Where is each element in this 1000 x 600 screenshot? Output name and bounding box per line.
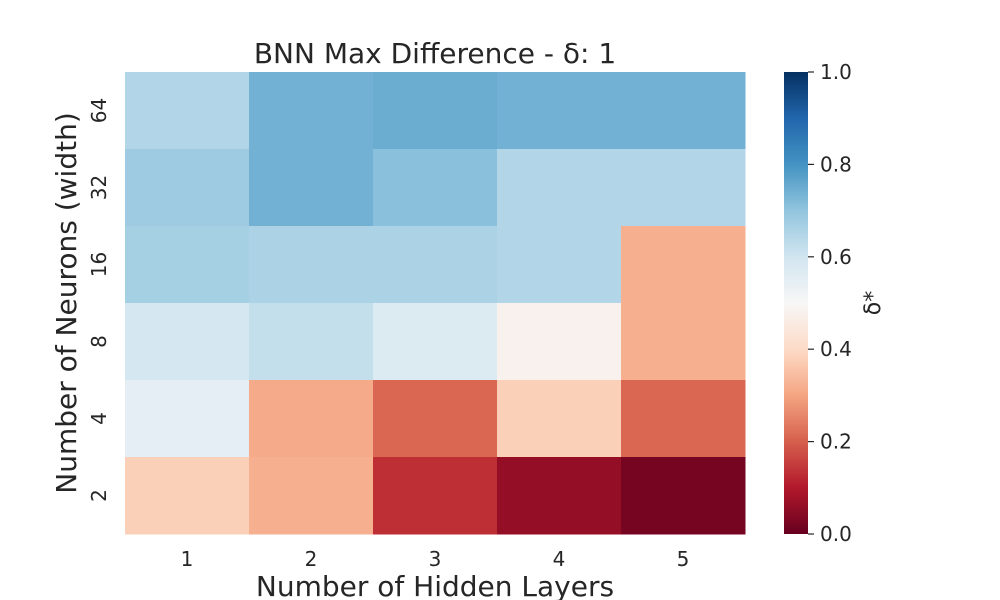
heatmap-cell	[125, 303, 250, 381]
x-tick-label: 3	[429, 547, 442, 571]
heatmap-cell	[621, 226, 746, 304]
colorbar-label: δ*	[861, 291, 886, 315]
colorbar-tick-label: 0.8	[820, 152, 852, 176]
x-tick-label: 5	[677, 547, 690, 571]
y-tick-label: 8	[87, 335, 111, 348]
heatmap-cell	[249, 149, 374, 227]
colorbar-ticks: 0.0 0.2 0.4 0.6 0.8 1.0	[808, 60, 852, 546]
colorbar-tick-label: 0.4	[820, 337, 852, 361]
heatmap-cell	[621, 457, 746, 535]
colorbar-tick-label: 0.6	[820, 245, 852, 269]
colorbar-tick-label: 0.2	[820, 430, 852, 454]
heatmap-cell	[497, 457, 622, 535]
heatmap-cell	[373, 72, 498, 150]
heatmap-cell	[621, 149, 746, 227]
colorbar	[784, 72, 808, 534]
heatmap-cell	[249, 72, 374, 150]
heatmap-cell	[125, 380, 250, 458]
y-tick-labels: 64 32 16 8 4 2	[87, 98, 111, 502]
y-tick-label: 32	[87, 175, 111, 200]
heatmap-cell	[249, 380, 374, 458]
y-axis-label: Number of Neurons (width)	[50, 112, 83, 493]
y-tick-label: 64	[87, 98, 111, 123]
heatmap-cell	[497, 72, 622, 150]
heatmap-cell	[125, 72, 250, 150]
x-tick-label: 4	[553, 547, 566, 571]
chart-title: BNN Max Difference - δ: 1	[254, 37, 616, 70]
heatmap-cell	[373, 380, 498, 458]
heatmap-cell	[125, 457, 250, 535]
colorbar-tick-label: 1.0	[820, 60, 852, 84]
heatmap-cell	[249, 226, 374, 304]
heatmap-cell	[497, 303, 622, 381]
colorbar-tick-label: 0.0	[820, 522, 852, 546]
heatmap-cell	[249, 303, 374, 381]
heatmap-cell	[373, 149, 498, 227]
heatmap-cell	[621, 303, 746, 381]
heatmap-cell	[125, 149, 250, 227]
x-tick-labels: 1 2 3 4 5	[181, 547, 690, 571]
x-axis-label: Number of Hidden Layers	[256, 570, 614, 600]
heatmap-cell	[249, 457, 374, 535]
y-tick-label: 4	[87, 412, 111, 425]
heatmap-cell	[373, 457, 498, 535]
heatmap-cell	[373, 303, 498, 381]
x-tick-label: 1	[181, 547, 194, 571]
heatmap-cell	[125, 226, 250, 304]
heatmap-cell	[497, 380, 622, 458]
y-tick-label: 2	[87, 489, 111, 502]
heatmap-cell	[621, 72, 746, 150]
heatmap-cell	[497, 226, 622, 304]
heatmap-cell	[621, 380, 746, 458]
heatmap-cells	[125, 72, 746, 535]
heatmap-cell	[373, 226, 498, 304]
x-tick-label: 2	[305, 547, 318, 571]
y-tick-label: 16	[87, 252, 111, 277]
heatmap-cell	[497, 149, 622, 227]
